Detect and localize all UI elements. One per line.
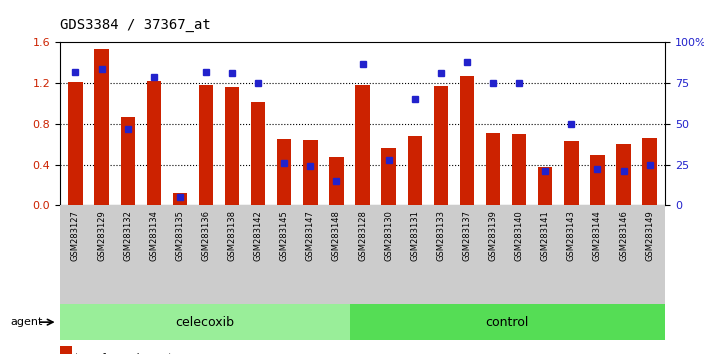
Text: control: control (486, 316, 529, 329)
Bar (538, 167, 553, 205)
Text: GSM283136: GSM283136 (201, 210, 210, 261)
Bar (225, 87, 239, 205)
Bar (199, 85, 213, 205)
Bar (146, 81, 161, 205)
Text: GSM283131: GSM283131 (410, 210, 420, 261)
Text: GSM283149: GSM283149 (645, 210, 654, 261)
Bar (60, 304, 349, 340)
Bar (120, 117, 135, 205)
Text: GSM283129: GSM283129 (97, 210, 106, 261)
Bar (329, 158, 344, 205)
Text: GSM283137: GSM283137 (463, 210, 472, 261)
Text: GSM283134: GSM283134 (149, 210, 158, 261)
Text: GSM283140: GSM283140 (515, 210, 524, 261)
Bar (251, 102, 265, 205)
Text: celecoxib: celecoxib (175, 316, 234, 329)
Text: GSM283146: GSM283146 (619, 210, 628, 261)
Text: GSM283138: GSM283138 (227, 210, 237, 261)
Bar (616, 144, 631, 205)
Bar (60, 346, 72, 354)
Bar (277, 139, 291, 205)
Bar (460, 76, 474, 205)
Bar (356, 85, 370, 205)
Bar (643, 138, 657, 205)
Bar (382, 148, 396, 205)
Text: GSM283147: GSM283147 (306, 210, 315, 261)
Text: GSM283143: GSM283143 (567, 210, 576, 261)
Text: GSM283133: GSM283133 (436, 210, 446, 261)
Bar (564, 141, 579, 205)
Bar (486, 133, 501, 205)
Bar (172, 193, 187, 205)
Text: GSM283142: GSM283142 (253, 210, 263, 261)
Bar (434, 86, 448, 205)
Bar (303, 140, 318, 205)
Bar (408, 136, 422, 205)
Text: GSM283145: GSM283145 (279, 210, 289, 261)
Text: GSM283132: GSM283132 (123, 210, 132, 261)
Bar (94, 48, 109, 205)
Text: GSM283144: GSM283144 (593, 210, 602, 261)
Bar (68, 82, 82, 205)
Text: agent: agent (11, 317, 43, 327)
Bar (349, 304, 665, 340)
Text: GSM283135: GSM283135 (175, 210, 184, 261)
Text: GSM283148: GSM283148 (332, 210, 341, 261)
Text: GSM283128: GSM283128 (358, 210, 367, 261)
Text: GSM283130: GSM283130 (384, 210, 393, 261)
Bar (512, 134, 527, 205)
Text: GSM283139: GSM283139 (489, 210, 498, 261)
Text: GSM283127: GSM283127 (71, 210, 80, 261)
Bar (590, 155, 605, 205)
Text: GSM283141: GSM283141 (541, 210, 550, 261)
Text: transformed count: transformed count (75, 353, 172, 354)
Text: GDS3384 / 37367_at: GDS3384 / 37367_at (60, 18, 210, 32)
